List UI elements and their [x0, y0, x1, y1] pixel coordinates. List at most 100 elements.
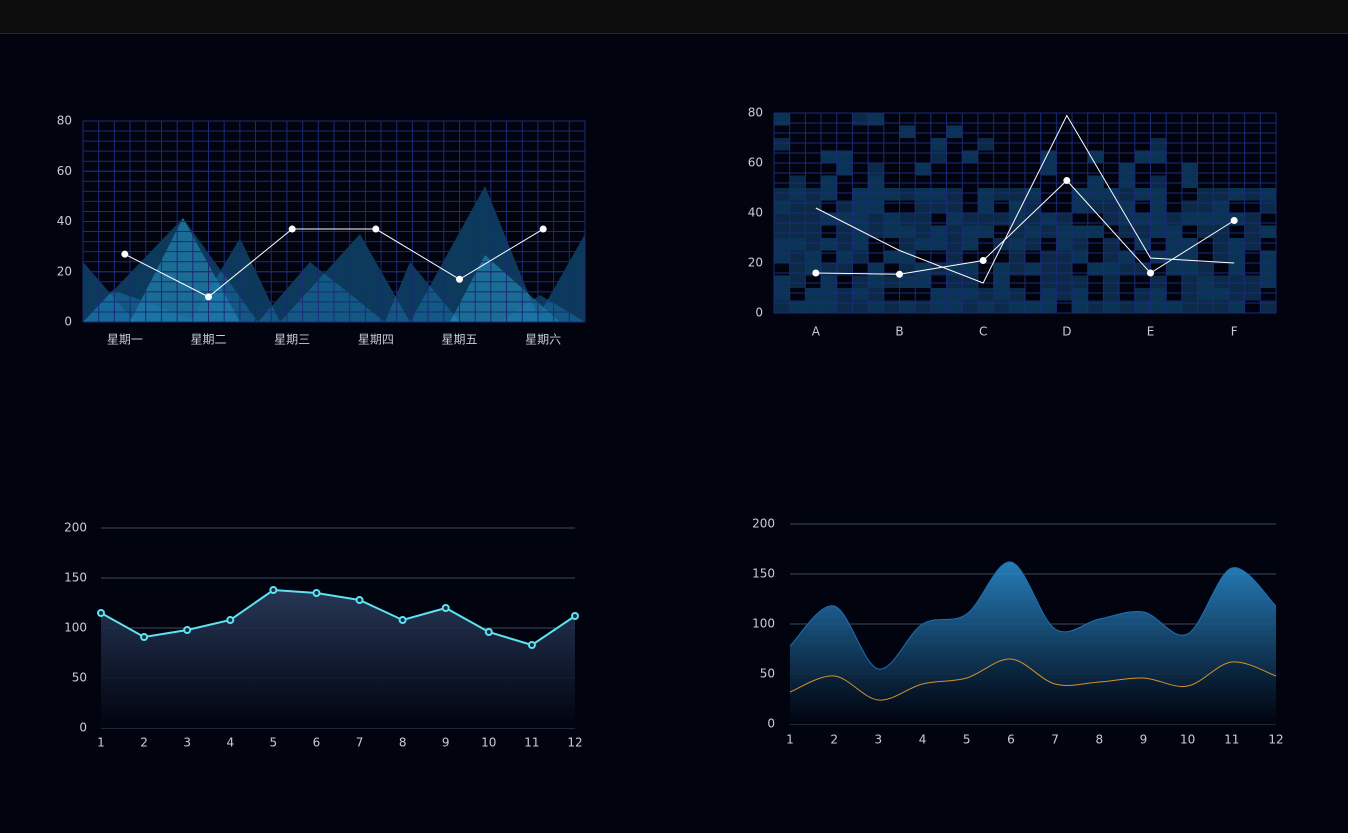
heat-cell [1009, 288, 1025, 301]
heat-cell [789, 250, 806, 263]
heat-cell [946, 213, 963, 226]
heat-cell [1213, 288, 1229, 301]
heat-cell [821, 288, 837, 301]
heat-cell [915, 200, 931, 213]
chart: 0 20 40 60 80 星期一 星期二 星期三 星期四 星期五 星期六 [57, 114, 586, 347]
heat-cell [1009, 225, 1025, 238]
heat-cell [789, 213, 806, 226]
y-tick-label: 100 [752, 617, 775, 631]
heat-cell [1150, 188, 1167, 201]
point [355, 596, 364, 604]
y-tick-label: 40 [748, 206, 763, 220]
heat-cell [1228, 250, 1245, 263]
heat-cell [993, 263, 1010, 276]
x-tick-label: 星期六 [525, 333, 561, 347]
x-tick-label: 星期三 [274, 333, 310, 347]
heat-cell [774, 213, 790, 226]
x-tick-label: 5 [963, 733, 971, 747]
x-tick-label: 2 [140, 736, 148, 750]
heat-cell [1213, 213, 1229, 226]
heat-cell [1040, 163, 1057, 176]
heat-cell [1056, 238, 1073, 251]
heat-cell [1228, 288, 1245, 301]
heat-cell [1213, 200, 1229, 213]
heat-cell [789, 300, 806, 313]
heat-cell [1025, 300, 1041, 313]
heat-cell [1119, 163, 1135, 176]
heat-cell [1087, 150, 1104, 163]
heat-cell [1119, 213, 1135, 226]
x-tick-label: 9 [1140, 733, 1148, 747]
point [97, 609, 105, 617]
heat-cell [1197, 263, 1214, 276]
x-tick-label: 11 [524, 736, 539, 750]
heat-cell [789, 175, 806, 188]
heat-cell [1228, 275, 1245, 288]
x-tick-label: 5 [270, 736, 278, 750]
heat-cell [1181, 200, 1198, 213]
heat-cell [1119, 188, 1135, 201]
heat-cell [1072, 275, 1088, 288]
y-tick-label: 60 [57, 164, 72, 178]
point [896, 270, 903, 278]
x-tick-label: 6 [1007, 733, 1015, 747]
point [140, 633, 149, 641]
heat-cell [1197, 288, 1214, 301]
y-tick-label: 20 [748, 256, 763, 270]
heat-cell [1087, 200, 1104, 213]
heat-cell [774, 238, 790, 251]
heat-cell [930, 225, 947, 238]
point [398, 616, 407, 624]
x-tick-label: F [1231, 325, 1238, 339]
area [790, 658, 1276, 724]
heat-cell [1134, 300, 1151, 313]
heat-cell [774, 275, 790, 288]
heat-cell [946, 250, 963, 263]
heat-cell [1150, 175, 1167, 188]
heat-cell [852, 300, 869, 313]
x-tick-label: 3 [183, 736, 191, 750]
heat-cell [868, 288, 884, 301]
heat-cell [1072, 238, 1088, 251]
heat-cell [915, 163, 931, 176]
heat-cell [774, 188, 790, 201]
heat-cell [774, 288, 790, 301]
heat-cell [1260, 200, 1276, 213]
heat-cell [1025, 238, 1041, 251]
point [205, 293, 212, 301]
heat-cell [1197, 213, 1214, 226]
heat-cell [836, 150, 853, 163]
heat-cell [993, 213, 1010, 226]
heat-cell [852, 213, 869, 226]
heat-cell [1119, 200, 1135, 213]
heat-cell [1197, 300, 1214, 313]
heat-cell [774, 300, 790, 313]
heat-cell [805, 225, 822, 238]
heat-cell [774, 250, 790, 263]
heat-cell [1009, 263, 1025, 276]
x-tick-label: 10 [1180, 733, 1195, 747]
heat-cell [946, 238, 963, 251]
heat-cell [1056, 250, 1073, 263]
heat-cell [836, 250, 853, 263]
line [815, 179, 1235, 275]
x-tick-label: 11 [1224, 733, 1239, 747]
heat-cell [836, 200, 853, 213]
heat-cell [1197, 188, 1214, 201]
point [183, 626, 192, 634]
heat-cell [1166, 225, 1182, 238]
heat-cell [1166, 213, 1182, 226]
y-tick-label: 80 [748, 106, 763, 120]
heat-cell [1087, 263, 1104, 276]
heat-cell [1009, 238, 1025, 251]
heat-cell [1056, 275, 1073, 288]
heat-cell [1181, 175, 1198, 188]
point [288, 225, 296, 233]
heat-cell [1025, 213, 1041, 226]
heat-cell [1009, 300, 1025, 313]
heat-cell [1166, 263, 1182, 276]
heat-cell [1025, 225, 1041, 238]
point [269, 586, 278, 594]
point [121, 250, 129, 258]
heat-cell [1040, 263, 1057, 276]
